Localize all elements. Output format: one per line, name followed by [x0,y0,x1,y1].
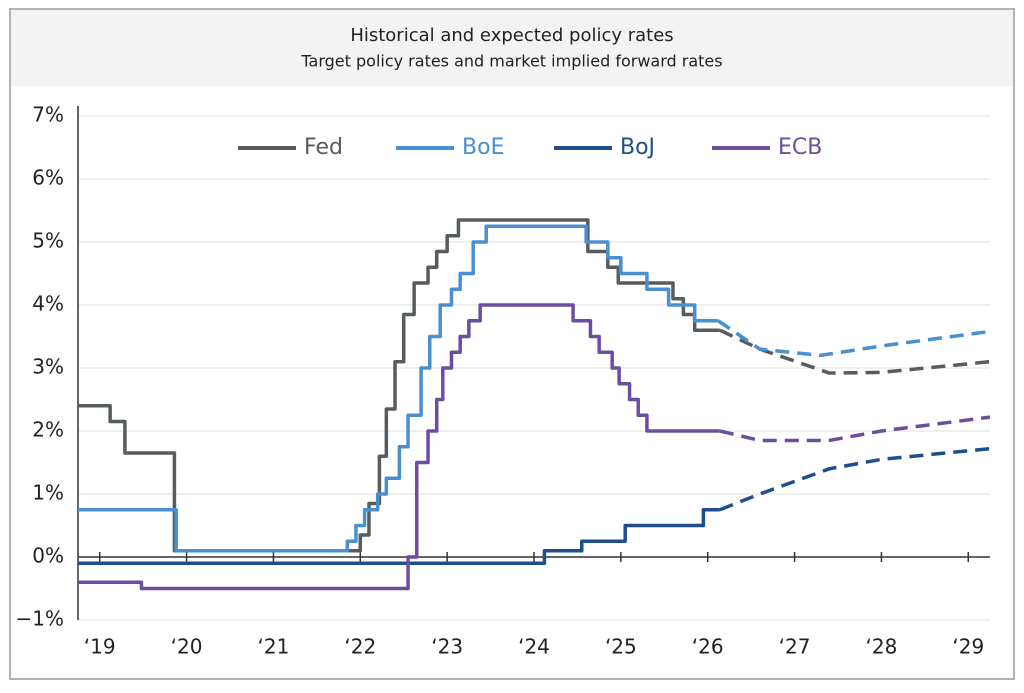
y-tick-label: 3% [32,355,64,379]
y-tick-label: 2% [32,418,64,442]
y-tick-label: 6% [32,166,64,190]
y-tick-label: −1% [16,607,65,631]
y-tick-label: 4% [32,292,64,316]
series-line [78,508,720,566]
x-tick-label: ‘24 [518,635,550,659]
x-tick-label: ‘23 [431,635,463,659]
forecast-line [719,328,991,375]
legend-label: Fed [304,135,343,160]
series-line [78,224,719,553]
legend-label: BoJ [620,135,655,160]
x-tick-label: ‘25 [605,635,637,659]
forecast-line [719,446,991,512]
series-line [78,303,720,591]
x-tick-label: ‘20 [171,635,203,659]
x-tick-label: ‘26 [692,635,724,659]
chart-title: Historical and expected policy rates [350,25,673,46]
y-tick-label: 7% [32,103,64,127]
frame [9,8,1015,680]
x-tick-label: ‘27 [779,635,811,659]
forecast-line [719,415,991,443]
legend-label: BoE [462,135,504,160]
x-tick-label: ‘21 [258,635,290,659]
chart-subtitle: Target policy rates and market implied f… [300,52,722,71]
x-tick-label: ‘22 [344,635,376,659]
y-tick-label: 0% [32,544,64,568]
y-tick-label: 1% [32,481,64,505]
legend-label: ECB [778,135,822,160]
x-tick-label: ‘19 [84,635,116,659]
x-tick-label: ‘29 [952,635,984,659]
header [11,10,1013,86]
y-tick-label: 5% [32,229,64,253]
forecast-line [717,319,991,358]
x-tick-label: ‘28 [866,635,898,659]
